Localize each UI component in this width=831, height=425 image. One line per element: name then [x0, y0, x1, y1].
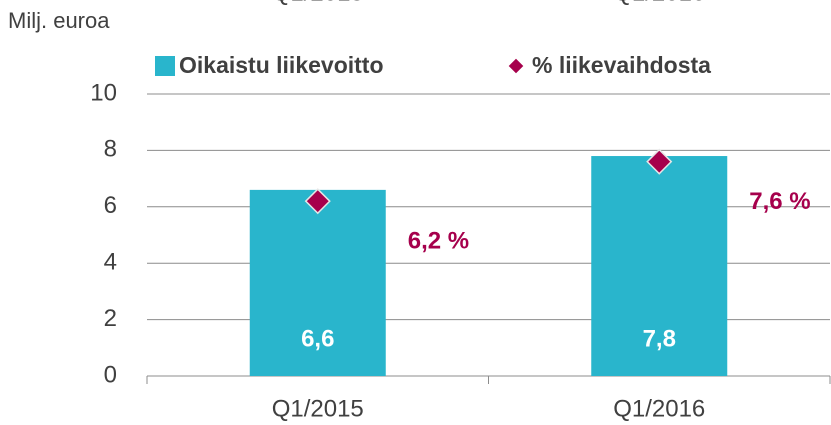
x-tick-label: Q1/2016 [613, 395, 705, 422]
x-tick-label: Q1/2015 [272, 395, 364, 422]
y-tick-label: 2 [104, 305, 117, 332]
bar [591, 156, 728, 376]
bar-value-label: 7,8 [643, 325, 676, 352]
legend-marker [507, 57, 525, 75]
diamond-value-label: 6,2 % [408, 228, 469, 255]
y-tick-label: 6 [104, 192, 117, 219]
y-tick-label: 4 [104, 249, 117, 276]
bar [249, 189, 386, 376]
bar-value-label: 6,6 [301, 325, 334, 352]
y-tick-label: 10 [90, 79, 117, 106]
x-top-label: Q1/2015 [272, 0, 364, 6]
x-top-label: Q1/2016 [613, 0, 705, 6]
legend-marker [155, 56, 175, 76]
y-tick-label: 0 [104, 361, 117, 388]
y-axis-label: Milj. euroa [8, 8, 110, 33]
legend-label: Oikaistu liikevoitto [179, 52, 384, 78]
legend-label: % liikevaihdosta [532, 52, 711, 78]
diamond-value-label: 7,6 % [749, 188, 810, 215]
diamond-marker [304, 188, 331, 215]
diamond-marker [646, 148, 673, 175]
y-tick-label: 8 [104, 136, 117, 163]
